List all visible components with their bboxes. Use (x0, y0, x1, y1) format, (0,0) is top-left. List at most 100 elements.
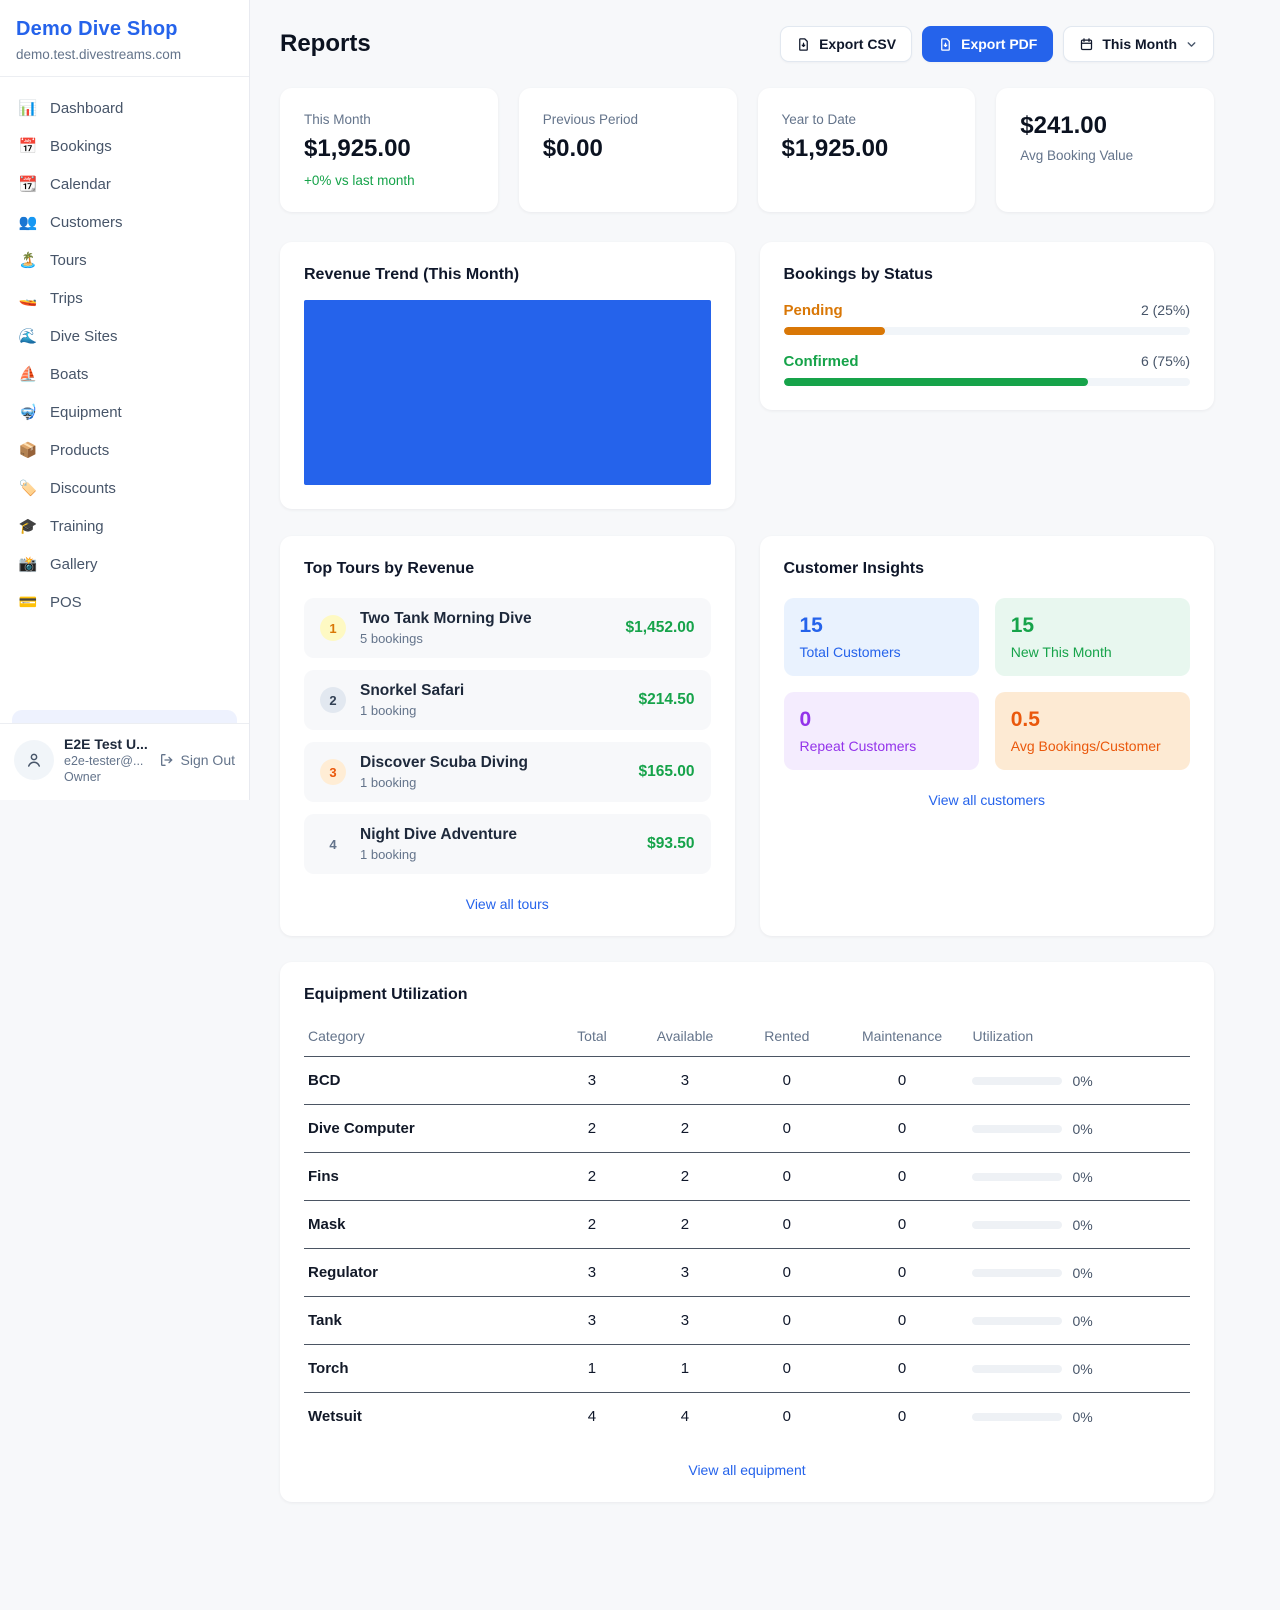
tour-revenue: $165.00 (638, 763, 695, 780)
stat-label: Year to Date (781, 112, 857, 127)
tour-bookings: 1 booking (360, 703, 417, 718)
sidebar-item-tours[interactable]: 🏝️ Tours (8, 241, 241, 279)
tour-row-discover-scuba-diving: 3 Discover Scuba Diving 1 booking $165.00 (304, 742, 711, 802)
gallery-camera-icon: 📸 (18, 556, 38, 573)
sidebar-item-label: Training (50, 517, 104, 535)
cell-rented: 0 (738, 1296, 836, 1345)
status-rows: Pending 2 (25%) Confirmed 6 (75%) (783, 302, 1191, 386)
cell-maintenance: 0 (897, 1408, 907, 1425)
table-row-mask: Mask 2 2 0 0 0% (304, 1200, 1190, 1249)
sidebar-item-products[interactable]: 📦 Products (8, 431, 241, 469)
tours-island-icon: 🏝️ (18, 252, 38, 269)
utilization-percent: 0% (1072, 1360, 1093, 1377)
view-all-tours-link[interactable]: View all tours (465, 896, 549, 912)
status-head: Pending 2 (25%) (784, 302, 1191, 319)
cell-total: 3 (552, 1056, 632, 1105)
cell-utilization: 0% (968, 1344, 1190, 1393)
column-header-category: Category (304, 1020, 553, 1057)
utilization-bar-track (972, 1412, 1063, 1421)
status-group-confirmed: Confirmed 6 (75%) (783, 353, 1190, 386)
sidebar-item-gallery[interactable]: 📸 Gallery (8, 545, 241, 583)
cell-total: 2 (552, 1152, 632, 1201)
tile-value: 15 (799, 614, 823, 637)
sidebar-item-trips[interactable]: 🚤 Trips (8, 279, 241, 317)
cell-category: Wetsuit (308, 1408, 362, 1425)
avatar (14, 740, 54, 780)
utilization-bar-track (972, 1220, 1063, 1229)
insight-tile-repeat-customers: 0 Repeat Customers (783, 692, 979, 770)
mid-row: Top Tours by Revenue 1 Two Tank Morning D… (280, 536, 1214, 936)
utilization-bar-track (972, 1316, 1063, 1325)
sidebar-item-discounts[interactable]: 🏷️ Discounts (8, 469, 241, 507)
cell-category: BCD (304, 1056, 553, 1105)
cell-utilization: 0% (968, 1296, 1190, 1345)
page-title: Reports (280, 30, 371, 57)
brand-domain: demo.test.divestreams.com (16, 47, 182, 62)
export-csv-button[interactable]: Export CSV (780, 26, 913, 62)
brand-name: Demo Dive Shop (16, 18, 178, 40)
sidebar-item-dive-sites[interactable]: 🌊 Dive Sites (8, 317, 241, 355)
export-pdf-button[interactable]: Export PDF (922, 26, 1054, 62)
sidebar-item-equipment[interactable]: 🤿 Equipment (8, 393, 241, 431)
tour-name: Snorkel Safari (360, 682, 465, 699)
utilization-bar-track (972, 1124, 1063, 1133)
status-label: Confirmed (783, 353, 859, 370)
cell-maintenance: 0 (835, 1056, 969, 1105)
rank-badge: 4 (329, 836, 337, 852)
top-tours-card: Top Tours by Revenue 1 Two Tank Morning D… (280, 536, 735, 936)
sidebar-item-customers[interactable]: 👥 Customers (8, 203, 241, 241)
page-header: Reports Export CSV Export PDF This Month (280, 26, 1214, 62)
tour-bookings: 5 bookings (360, 631, 423, 646)
utilization-percent: 0% (1072, 1072, 1093, 1089)
brand: Demo Dive Shop demo.test.divestreams.com (0, 0, 249, 77)
person-icon (28, 753, 40, 767)
top-tours-title: Top Tours by Revenue (304, 560, 475, 577)
period-dropdown[interactable]: This Month (1063, 26, 1214, 62)
sidebar-item-boats[interactable]: ⛵ Boats (8, 355, 241, 393)
utilization-bar: 0% (972, 1409, 1186, 1425)
sidebar-item-label: Tours (50, 251, 87, 269)
utilization-bar-track (972, 1172, 1063, 1181)
utilization-bar: 0% (972, 1313, 1186, 1329)
calendar-icon: 📆 (18, 176, 38, 193)
status-label: Pending (783, 302, 843, 319)
cell-total: 3 (552, 1296, 632, 1345)
sidebar-item-calendar[interactable]: 📆 Calendar (8, 165, 241, 203)
sidebar-item-label: POS (50, 593, 82, 611)
view-all-customers-link[interactable]: View all customers (928, 792, 1045, 808)
insight-tile-new-this-month: 15 New This Month (994, 598, 1190, 676)
utilization-percent: 0% (1072, 1216, 1093, 1233)
customer-insights-card: Customer Insights 15 Total Customers 15 New… (759, 536, 1214, 936)
period-label: This Month (1102, 36, 1177, 52)
export-pdf-label: Export PDF (961, 36, 1038, 52)
column-header-rented: Rented (738, 1020, 836, 1057)
status-group-pending: Pending 2 (25%) (783, 302, 1191, 335)
status-bar-track (783, 378, 1190, 386)
cell-available: 1 (631, 1344, 739, 1393)
cell-rented: 0 (738, 1200, 836, 1249)
main-content: Reports Export CSV Export PDF This Month… (250, 0, 1280, 1576)
sidebar-item-dashboard[interactable]: 📊 Dashboard (8, 89, 241, 127)
dashboard-chart-icon: 📊 (18, 100, 38, 117)
tour-info: Two Tank Morning Dive 5 bookings (360, 610, 612, 646)
sign-out-button[interactable]: Sign Out (159, 752, 235, 768)
sidebar-item-training[interactable]: 🎓 Training (8, 507, 241, 545)
status-count: 2 (25%) (1140, 302, 1190, 318)
utilization-percent: 0% (1072, 1264, 1093, 1281)
sidebar-item-bookings[interactable]: 📅 Bookings (8, 127, 241, 165)
tour-info: Night Dive Adventure 1 booking (360, 826, 633, 862)
cell-category: Dive Computer (304, 1104, 553, 1153)
tile-label: Repeat Customers (799, 738, 917, 754)
sidebar-item-label: Trips (50, 289, 83, 307)
cell-available: 2 (631, 1104, 739, 1153)
products-box-icon: 📦 (18, 442, 38, 459)
stat-label: This Month (304, 112, 371, 127)
sidebar-item-pos[interactable]: 💳 POS (8, 583, 241, 621)
sidebar-item-reports-active-partial[interactable] (12, 710, 237, 723)
tile-label: Avg Bookings/Customer (1010, 738, 1161, 754)
stat-delta: +0% vs last month (304, 173, 415, 188)
tile-value: 0 (799, 708, 812, 731)
view-all-equipment-link[interactable]: View all equipment (688, 1462, 806, 1478)
stat-label: Avg Booking Value (1020, 148, 1134, 163)
tour-revenue: $214.50 (638, 691, 695, 708)
